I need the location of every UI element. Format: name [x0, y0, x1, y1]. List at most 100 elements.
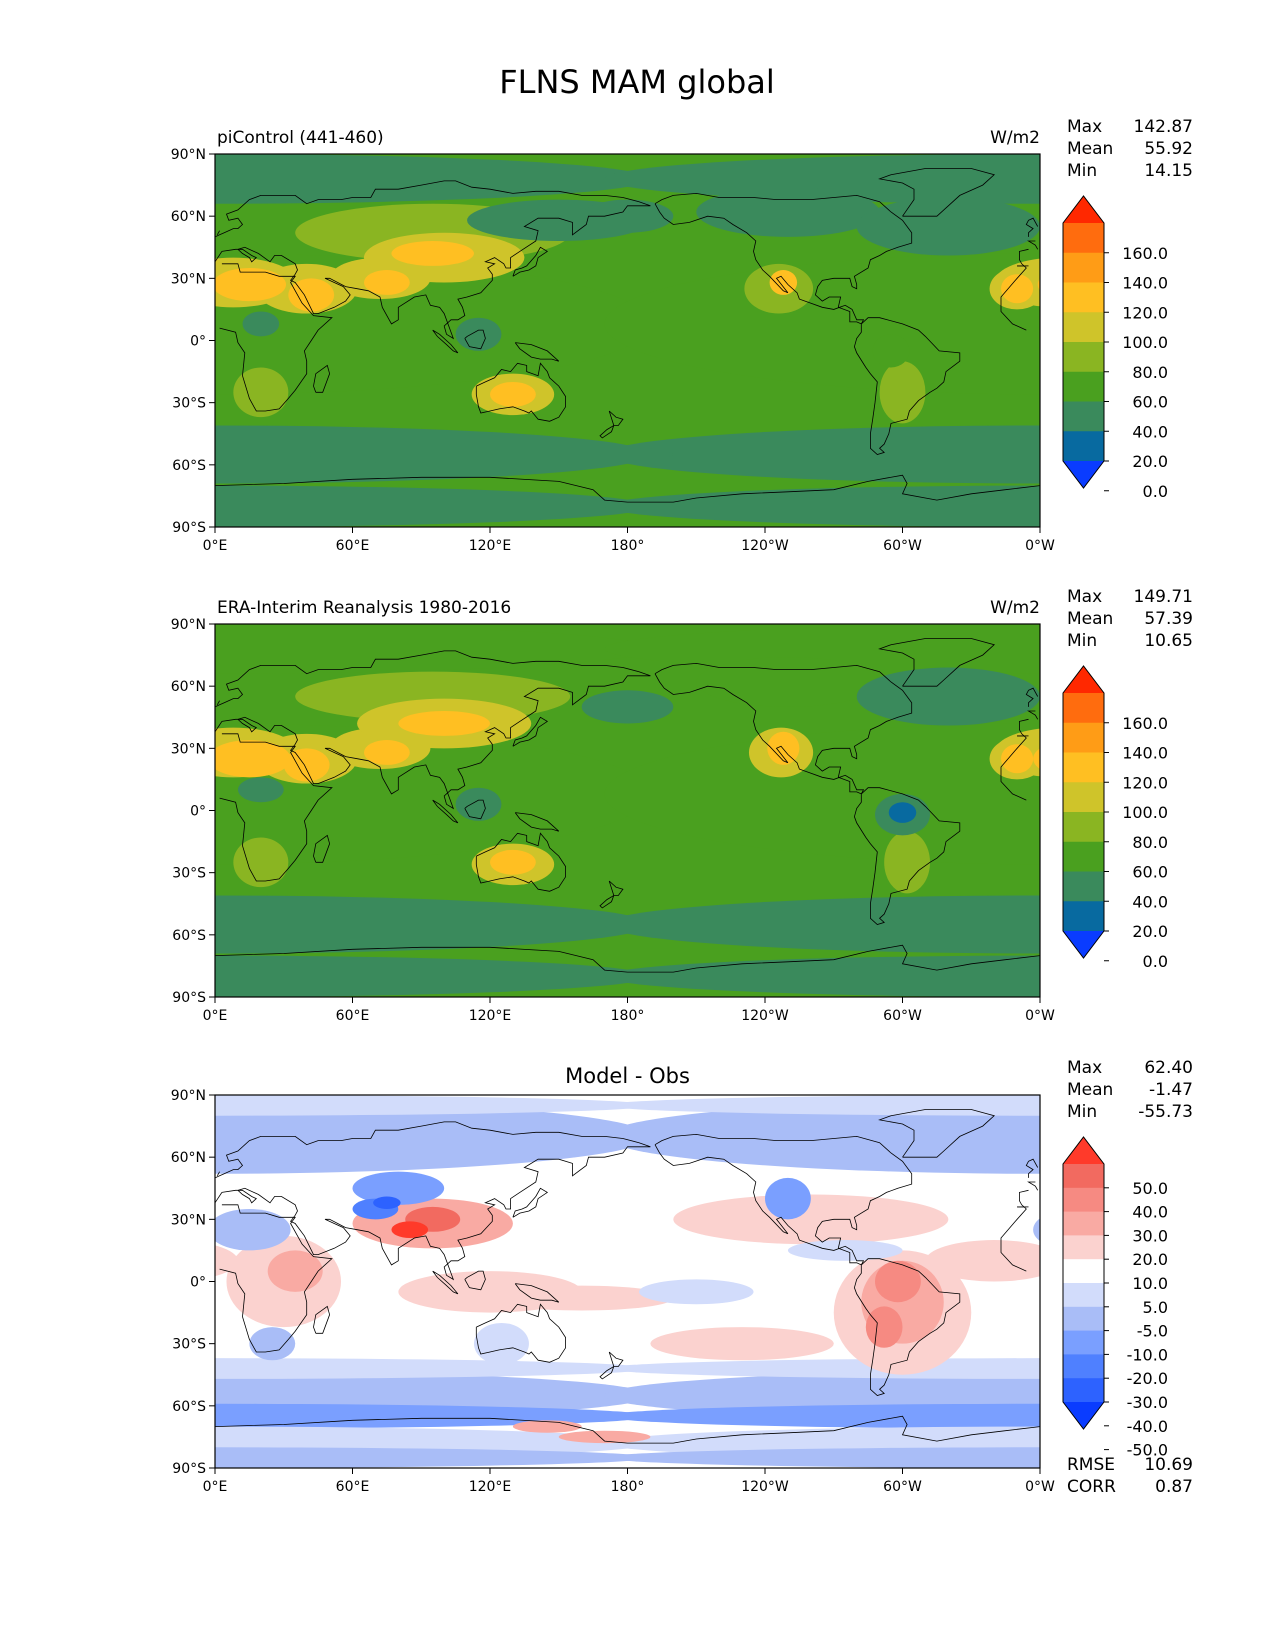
- colorbar-segment: [1063, 871, 1104, 902]
- contour-region: [604, 485, 1040, 527]
- colorbar-label: -30.0: [1127, 1393, 1168, 1412]
- y-tick-label: 30°S: [172, 1337, 206, 1353]
- stat-value-min: 14.15: [1144, 161, 1193, 181]
- figure-title: FLNS MAM global: [499, 63, 775, 101]
- coastlines: [215, 1109, 1040, 1444]
- coastline-europe_africa: [1000, 248, 1029, 331]
- stat-value-mean: 55.92: [1144, 139, 1193, 159]
- stat-value-mean: -1.47: [1149, 1080, 1193, 1100]
- map-field-diff: [215, 1095, 1040, 1468]
- contour-region: [767, 731, 800, 765]
- colorbar-label: 120.0: [1122, 773, 1168, 792]
- colorbar-label: 80.0: [1132, 833, 1168, 852]
- contour-region: [512, 1420, 582, 1433]
- contour-region: [604, 1403, 1040, 1429]
- contour-region: [884, 831, 930, 894]
- colorbar-label: 40.0: [1132, 1203, 1168, 1222]
- contour-region: [604, 425, 1040, 484]
- x-tick-label: 180°: [611, 1479, 645, 1495]
- coastline-europe_africa: [215, 1192, 223, 1204]
- contour-region: [604, 723, 1040, 865]
- colorbar-label: 120.0: [1122, 303, 1168, 322]
- colorbar-segment: [1063, 431, 1104, 462]
- stat-value-min: -55.73: [1138, 1102, 1193, 1122]
- contour-region: [249, 1327, 296, 1361]
- colorbar-segment: [1063, 223, 1104, 254]
- coastline-uk: [216, 700, 220, 705]
- contour-region: [872, 334, 910, 368]
- coastline-antarctica: [215, 944, 1040, 973]
- stat-value-max: 62.40: [1144, 1058, 1193, 1078]
- coastlines: [215, 168, 1040, 503]
- coastline-madagascar: [313, 1305, 331, 1334]
- colorbar: 160.0 140.0 120.0 100.0 80.0 60.0 40.0 20.0 0.0: [1062, 195, 1168, 501]
- coastline-australia: [475, 832, 566, 892]
- colorbar-label: 50.0: [1132, 1179, 1168, 1198]
- coastline-newguinea: [514, 812, 560, 832]
- y-tick-label: 90°S: [172, 990, 206, 1006]
- x-tick-label: 120°W: [741, 1479, 789, 1495]
- colorbar-segment: [1063, 371, 1104, 402]
- coastline-eurasia: [1027, 240, 1039, 250]
- colorbar-segment: [1063, 401, 1104, 432]
- x-tick-label: 120°E: [469, 1008, 512, 1024]
- coastline-europe_africa: [1000, 718, 1029, 801]
- colorbar-segment: [1063, 901, 1104, 932]
- contour-region: [925, 1240, 1040, 1282]
- x-tick-label: 0°E: [203, 1479, 228, 1495]
- contour-region: [1033, 1218, 1040, 1242]
- y-tick-label: 90°N: [171, 147, 206, 163]
- contour-region: [490, 381, 536, 407]
- coastline-madagascar: [313, 364, 331, 393]
- contour-region: [215, 1447, 651, 1468]
- coastline-uk: [216, 230, 220, 235]
- contour-region: [865, 1306, 903, 1348]
- contour-region: [215, 740, 291, 778]
- stat-value-min: 10.65: [1144, 631, 1193, 651]
- colorbar-label: 40.0: [1132, 422, 1168, 441]
- contour-region: [769, 270, 798, 295]
- colorbar-label: 160.0: [1122, 714, 1168, 733]
- coastline-europe_africa: [219, 263, 333, 412]
- stat-label-mean: Mean: [1067, 139, 1113, 159]
- coastline-borneo: [464, 329, 486, 350]
- coastlines: [215, 638, 1040, 973]
- contour-region: [696, 657, 880, 707]
- coastline-newguinea: [514, 1283, 560, 1303]
- colorbar-label: -50.0: [1127, 1441, 1168, 1460]
- coastline-namerica: [654, 662, 913, 795]
- contour-region: [215, 1245, 238, 1277]
- colorbar-label: 60.0: [1132, 393, 1168, 412]
- colorbar-label: 30.0: [1132, 1226, 1168, 1245]
- colorbar-extend-min: [1063, 931, 1104, 958]
- colorbar-label: -5.0: [1137, 1322, 1168, 1341]
- x-tick-label: 180°: [611, 1008, 645, 1024]
- colorbar: 160.0 140.0 120.0 100.0 80.0 60.0 40.0 20.0 0.0: [1062, 665, 1168, 971]
- contour-region: [215, 1095, 651, 1116]
- y-tick-label: 60°N: [171, 209, 206, 225]
- contour-region: [1033, 748, 1040, 769]
- colorbar-label: 80.0: [1132, 363, 1168, 382]
- contour-region: [215, 1099, 651, 1174]
- contour-region: [604, 154, 1040, 204]
- coastline-newzealand: [599, 410, 624, 439]
- contour-region: [455, 317, 502, 351]
- stat-label-corr: CORR: [1067, 1477, 1116, 1497]
- contour-region: [490, 1285, 674, 1311]
- x-tick-label: 0°W: [1025, 538, 1055, 554]
- y-tick-label: 0°: [190, 804, 206, 820]
- x-tick-label: 60°W: [883, 1008, 922, 1024]
- colorbar-label: 20.0: [1132, 1250, 1168, 1269]
- contour-region: [673, 1194, 949, 1245]
- stat-label-rmse: RMSE: [1067, 1455, 1115, 1475]
- contour-region: [237, 777, 284, 803]
- colorbar-segment: [1063, 342, 1104, 373]
- colorbar-label: 140.0: [1122, 274, 1168, 293]
- colorbar-label: 140.0: [1122, 744, 1168, 763]
- colorbar-segment: [1063, 282, 1104, 313]
- colorbar-segment: [1063, 1164, 1104, 1189]
- panel-title-model: piControl (441-460): [217, 128, 384, 148]
- contour-region: [363, 740, 410, 765]
- colorbar-segment: [1063, 782, 1104, 813]
- coastline-samerica: [853, 317, 961, 455]
